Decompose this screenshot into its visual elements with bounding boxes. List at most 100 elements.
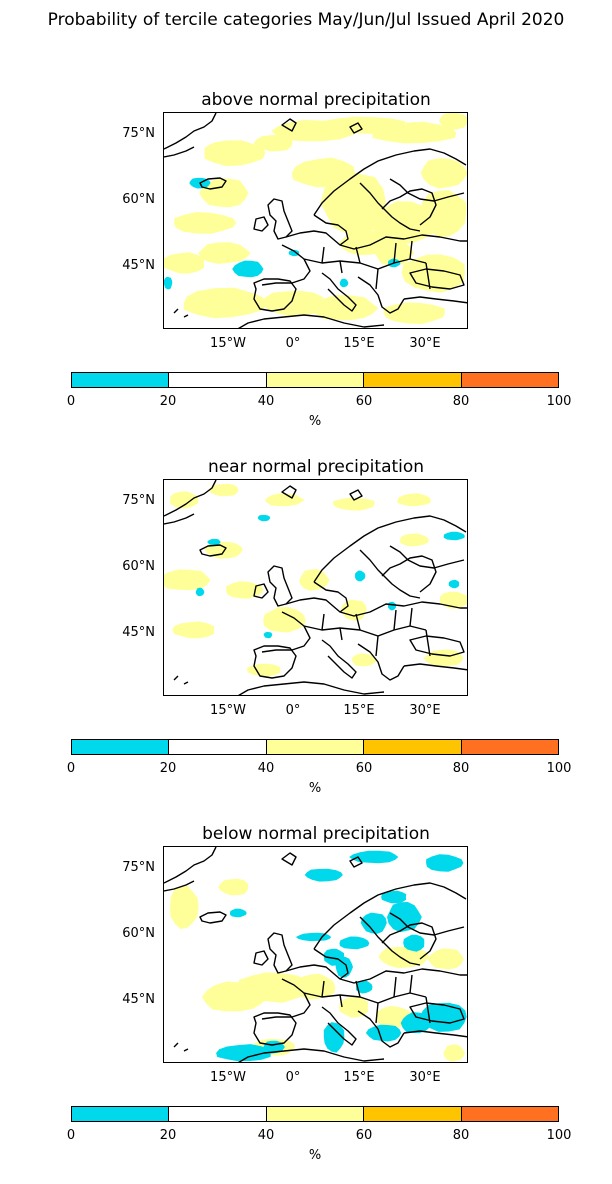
lon-label-30e: 30°E xyxy=(409,336,441,351)
colorbar xyxy=(71,1106,559,1122)
prob-0-20-area xyxy=(288,249,300,257)
colorbar-tick-80: 80 xyxy=(452,1128,470,1143)
prob-0-20-area xyxy=(349,850,399,864)
coastline xyxy=(164,847,217,884)
prob-40-60-area xyxy=(183,287,267,319)
coastline xyxy=(164,113,217,150)
map-svg xyxy=(164,480,467,695)
high-probability-areas xyxy=(164,483,467,677)
colorbar-unit: % xyxy=(308,781,322,796)
prob-40-60-area xyxy=(218,878,249,896)
colorbar-seg-40-60 xyxy=(266,1107,365,1121)
prob-40-60-area xyxy=(320,171,386,236)
prob-40-60-area xyxy=(164,569,211,591)
coastline xyxy=(281,118,297,132)
lat-label-75: 75°N xyxy=(122,860,155,875)
colorbar-seg-0-20 xyxy=(72,373,170,387)
colorbar-tick-0: 0 xyxy=(66,1128,76,1143)
colorbar-seg-80-100 xyxy=(461,740,559,754)
prob-0-20-area xyxy=(323,1022,345,1053)
colorbar-seg-20-40 xyxy=(169,373,267,387)
prob-40-60-area xyxy=(339,230,388,256)
coastline xyxy=(164,146,195,158)
coastline xyxy=(313,214,349,246)
prob-40-60-area xyxy=(204,140,266,167)
coastline xyxy=(253,278,297,312)
colorbar-tick-100: 100 xyxy=(546,1128,572,1143)
prob-0-20-area xyxy=(448,579,460,589)
prob-0-20-area xyxy=(339,278,349,288)
coastline xyxy=(281,852,297,866)
prob-40-60-area xyxy=(253,134,293,152)
coastline xyxy=(164,480,217,517)
colorbar-seg-20-40 xyxy=(169,1107,267,1121)
coastline xyxy=(285,230,467,250)
map-above xyxy=(163,112,468,329)
coastline xyxy=(313,882,467,950)
colorbar-tick-100: 100 xyxy=(546,761,572,776)
coastline xyxy=(409,635,465,657)
coastline xyxy=(349,122,363,134)
panel-above: above normal precipitation 75°N 60°N 45°… xyxy=(0,90,612,450)
map-svg xyxy=(164,847,467,1062)
lon-label-30e: 30°E xyxy=(409,1070,441,1085)
colorbar-tick-60: 60 xyxy=(355,1128,373,1143)
prob-40-60-area xyxy=(208,483,239,497)
coastline xyxy=(253,1012,297,1046)
coastline xyxy=(253,950,269,966)
prob-0-20-area xyxy=(304,868,343,882)
coastline xyxy=(285,964,467,984)
colorbar-tick-0: 0 xyxy=(66,394,76,409)
coastline xyxy=(164,880,195,892)
prob-40-60-area xyxy=(340,599,367,621)
coastline xyxy=(173,308,189,318)
coastline xyxy=(164,513,195,525)
colorbar-tick-60: 60 xyxy=(355,394,373,409)
colorbar xyxy=(71,739,559,755)
prob-40-60-area xyxy=(246,663,281,677)
coastline xyxy=(321,272,357,312)
colorbar-tick-40: 40 xyxy=(257,1128,275,1143)
coastline xyxy=(409,974,431,1024)
prob-0-20-area xyxy=(403,934,425,952)
coastline xyxy=(313,515,467,583)
panel-below: below normal precipitation 75°N 60°N 45°… xyxy=(0,824,612,1184)
lat-label-60: 60°N xyxy=(122,926,155,941)
coastline xyxy=(267,932,293,974)
prob-0-20-area xyxy=(164,276,173,290)
coastline xyxy=(238,314,385,328)
prob-40-60-area xyxy=(383,302,445,325)
coastline xyxy=(261,244,311,286)
prob-0-20-area xyxy=(263,631,273,639)
lat-label-45: 45°N xyxy=(122,258,155,273)
prob-40-60-area xyxy=(199,178,249,208)
prob-40-60-area xyxy=(427,948,464,970)
coastline xyxy=(173,1042,189,1052)
coastline xyxy=(199,177,227,190)
prob-0-20-area xyxy=(355,980,373,994)
colorbar-tick-0: 0 xyxy=(66,761,76,776)
coastline xyxy=(173,675,189,685)
colorbar-tick-80: 80 xyxy=(452,394,470,409)
coastline xyxy=(349,856,363,868)
coastline xyxy=(403,296,467,304)
coastline xyxy=(359,182,421,232)
prob-40-60-area xyxy=(399,533,429,547)
prob-40-60-area xyxy=(351,653,378,667)
prob-40-60-area xyxy=(170,491,199,509)
prob-0-20-area xyxy=(339,936,370,950)
lon-label-15w: 15°W xyxy=(210,1070,246,1085)
prob-0-20-area xyxy=(216,1044,271,1062)
prob-0-20-area xyxy=(257,515,271,522)
prob-40-60-area xyxy=(170,885,199,929)
coastline xyxy=(409,240,431,290)
colorbar-tick-80: 80 xyxy=(452,761,470,776)
coastline xyxy=(403,1030,467,1038)
lon-label-15w: 15°W xyxy=(210,703,246,718)
prob-40-60-area xyxy=(443,1044,466,1062)
coastline xyxy=(381,922,437,960)
colorbar-tick-100: 100 xyxy=(546,394,572,409)
coastline xyxy=(381,555,437,593)
prob-0-20-area xyxy=(426,854,464,872)
prob-40-60-area xyxy=(263,607,306,633)
